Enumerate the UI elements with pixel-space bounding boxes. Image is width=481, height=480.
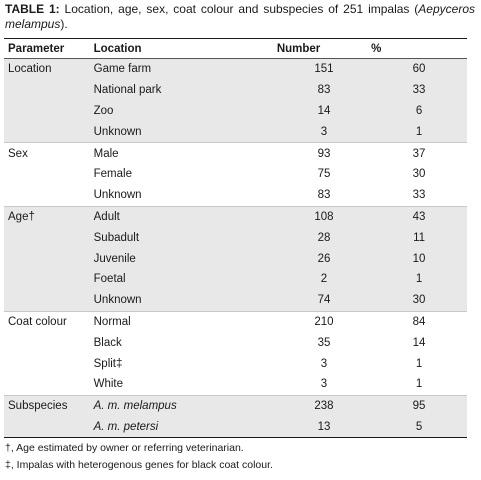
row-number: 3 <box>320 125 328 138</box>
row-number: 151 <box>314 63 334 76</box>
caption-text-end: ). <box>60 17 68 31</box>
header-number: Number <box>276 42 321 55</box>
row-label: Unknown <box>93 294 142 307</box>
row-percent: 84 <box>412 315 426 328</box>
table-row: Juvenile 26 10 <box>4 248 467 269</box>
table-row: Age† Adult 108 43 <box>4 206 467 228</box>
table-row: Foetal 2 1 <box>4 268 467 290</box>
table-row: Subspecies A. m. melampus 238 95 <box>4 395 467 417</box>
row-percent: 43 <box>412 210 426 223</box>
row-percent: 95 <box>412 400 426 413</box>
row-number: 75 <box>317 168 331 181</box>
group-parameter: Age† <box>8 210 35 223</box>
row-label: Female <box>93 168 132 181</box>
table-row: White 3 1 <box>4 373 467 396</box>
row-number: 3 <box>320 378 328 391</box>
row-label: Unknown <box>93 189 142 202</box>
row-label: Zoo <box>93 104 114 117</box>
row-label: Split‡ <box>93 357 123 370</box>
row-label: Unknown <box>93 125 142 138</box>
header-row: Parameter Location Number % <box>4 38 467 59</box>
row-percent: 37 <box>412 147 426 160</box>
table-header: Parameter Location Number % <box>4 38 467 59</box>
table-row: A. m. petersi 13 5 <box>4 416 467 438</box>
table-row: Unknown 3 1 <box>4 121 467 143</box>
row-label: A. m. melampus <box>93 400 177 413</box>
row-number: 93 <box>317 147 331 160</box>
table-row: Split‡ 3 1 <box>4 353 467 374</box>
row-number: 35 <box>317 336 331 349</box>
row-percent: 60 <box>412 63 426 76</box>
row-percent: 33 <box>412 84 426 97</box>
row-number: 210 <box>314 315 334 328</box>
group-subspecies: Subspecies A. m. melampus 238 95 A. m. p… <box>4 395 467 438</box>
row-label: Game farm <box>93 63 152 76</box>
row-number: 14 <box>317 104 331 117</box>
caption-species: Aepyceros melampus <box>5 2 475 31</box>
table-caption: TABLE 1: Location, age, sex, coat colour… <box>5 2 475 32</box>
row-label: Black <box>93 336 122 349</box>
row-percent: 1 <box>415 273 423 286</box>
header-location: Location <box>93 42 142 55</box>
footnote-split: ‡, Impalas with heterogenous genes for b… <box>5 459 273 471</box>
row-number: 26 <box>317 252 331 265</box>
group-parameter: Subspecies <box>8 400 68 413</box>
row-label: Foetal <box>93 273 126 286</box>
row-percent: 1 <box>415 378 423 391</box>
table-row: National park 83 33 <box>4 79 467 101</box>
header-parameter: Parameter <box>8 42 65 55</box>
row-label: Subadult <box>93 231 140 244</box>
row-number: 83 <box>317 84 331 97</box>
row-label: National park <box>93 84 162 97</box>
row-percent: 1 <box>415 125 423 138</box>
row-percent: 5 <box>415 420 423 433</box>
table-row: Sex Male 93 37 <box>4 142 467 164</box>
impala-table: Parameter Location Number % Location Gam… <box>4 38 467 438</box>
group-location: Location Game farm 151 60 National park … <box>4 58 467 143</box>
row-label: A. m. petersi <box>93 420 159 433</box>
row-percent: 14 <box>412 336 426 349</box>
caption-label: TABLE 1: <box>5 2 60 16</box>
group-parameter: Location <box>8 63 52 76</box>
row-number: 2 <box>320 273 328 286</box>
row-number: 13 <box>317 420 331 433</box>
table-row: Zoo 14 6 <box>4 100 467 122</box>
row-percent: 30 <box>412 168 426 181</box>
row-label: Adult <box>93 210 120 223</box>
row-label: Normal <box>93 315 131 328</box>
row-number: 28 <box>317 231 331 244</box>
group-sex: Sex Male 93 37 Female 75 30 Unknown 83 3… <box>4 142 467 207</box>
row-label: Juvenile <box>93 252 136 265</box>
row-percent: 33 <box>412 189 426 202</box>
caption-text: Location, age, sex, coat colour and subs… <box>59 2 419 16</box>
row-number: 74 <box>317 294 331 307</box>
row-number: 83 <box>317 189 331 202</box>
row-number: 238 <box>314 400 334 413</box>
row-percent: 1 <box>415 357 423 370</box>
table-row: Unknown 74 30 <box>4 289 467 312</box>
table-row: Location Game farm 151 60 <box>4 58 467 80</box>
row-percent: 30 <box>412 294 426 307</box>
group-parameter: Coat colour <box>8 315 67 328</box>
row-percent: 11 <box>413 231 426 244</box>
table-row: Unknown 83 33 <box>4 184 467 207</box>
table-row: Female 75 30 <box>4 163 467 185</box>
table-row: Coat colour Normal 210 84 <box>4 311 467 333</box>
row-number: 3 <box>320 357 328 370</box>
row-percent: 6 <box>415 104 423 117</box>
table-row: Subadult 28 11 <box>4 227 467 249</box>
group-parameter: Sex <box>8 147 28 160</box>
header-percent: % <box>371 42 382 55</box>
row-number: 108 <box>314 210 334 223</box>
table-row: Black 35 14 <box>4 332 467 354</box>
table-footnotes: †, Age estimated by owner or referring v… <box>5 440 273 474</box>
row-percent: 10 <box>412 252 426 265</box>
row-label: White <box>93 378 124 391</box>
group-coat-colour: Coat colour Normal 210 84 Black 35 14 Sp… <box>4 311 467 396</box>
group-age: Age† Adult 108 43 Subadult 28 11 Juvenil… <box>4 206 467 312</box>
footnote-age: †, Age estimated by owner or referring v… <box>5 442 244 454</box>
row-label: Male <box>93 147 119 160</box>
